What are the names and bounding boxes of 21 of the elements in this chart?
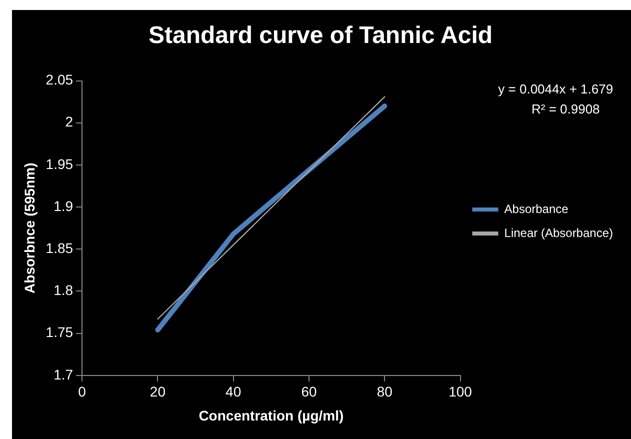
y-tick-label: 1.9 [54, 198, 74, 214]
y-tick-label: 2 [65, 114, 74, 130]
legend-label: Linear (Absorbance) [504, 226, 614, 240]
x-tick-label: 40 [226, 384, 242, 400]
text: y = 0.0044x + 1.679 [498, 82, 614, 97]
chart-title: Standard curve of Tannic Acid [148, 22, 493, 50]
x-tick-label: 20 [150, 384, 166, 400]
y-tick-label: 1.7 [54, 366, 74, 382]
y-tick-label: 1.8 [54, 282, 74, 298]
x-tick-label: 0 [78, 384, 86, 400]
y-tick-label: 1.75 [46, 324, 74, 340]
x-tick-label: 80 [376, 384, 393, 400]
y-axis-title: Absorbnce (595nm) [21, 162, 38, 294]
x-axis-title: Concentration (µg/ml) [198, 407, 344, 424]
y-tick-label: 1.85 [46, 240, 74, 256]
text: R² = 0.9908 [531, 102, 600, 117]
x-tick-label: 100 [448, 384, 472, 400]
y-tick-label: 1.95 [46, 156, 74, 172]
x-tick-label: 60 [301, 384, 317, 400]
legend-label: Absorbance [504, 202, 569, 216]
y-tick-label: 2.05 [46, 72, 74, 88]
